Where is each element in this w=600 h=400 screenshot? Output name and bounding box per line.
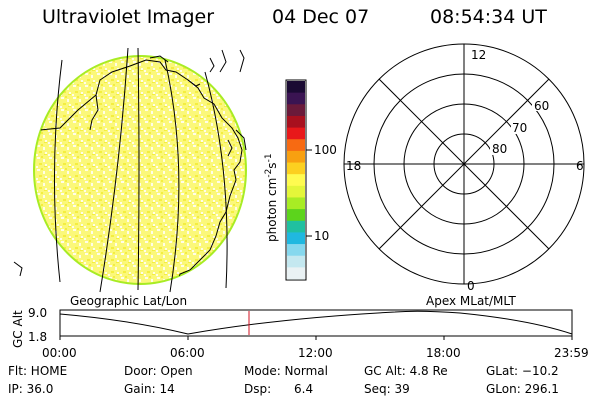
longitude-lines	[53, 47, 228, 293]
mlt-label-18: 18	[346, 159, 361, 173]
altitude-tick-min: 1.8	[28, 330, 48, 344]
mlat-label-80: 80	[492, 142, 507, 156]
colorbar-cell	[287, 244, 305, 257]
time-tick-1800: 18:00	[426, 346, 461, 360]
colorbar-cell	[287, 267, 305, 280]
colorbar-cell	[287, 162, 305, 175]
colorbar-cell	[287, 232, 305, 245]
geographic-caption: Geographic Lat/Lon	[70, 294, 188, 308]
instrument-title: Ultraviolet Imager	[42, 6, 215, 28]
ip-status: IP: 36.0	[8, 382, 54, 396]
gain-status: Gain: 14	[124, 382, 175, 396]
mode-status: Mode: Normal	[244, 364, 328, 378]
dsp-status: Dsp: 6.4	[244, 382, 314, 396]
altitude-tick-max: 9.0	[28, 306, 48, 320]
apex-caption: Apex MLat/MLT	[426, 294, 516, 308]
time-tick-0000: 00:00	[42, 346, 77, 360]
mlt-label-0: 0	[467, 279, 475, 293]
altitude-timeline-plot	[59, 309, 573, 340]
colorbar-cell	[287, 220, 305, 234]
time-tick-0600: 06:00	[170, 346, 205, 360]
date-label: 04 Dec 07	[272, 6, 370, 28]
coastline-outline	[39, 59, 243, 283]
colorbar-tick-100: 100	[314, 143, 337, 157]
colorbar-cell	[287, 139, 305, 152]
time-tick-1200: 12:00	[298, 346, 333, 360]
colorbar-cell	[287, 150, 305, 164]
mlt-label-12: 12	[471, 48, 486, 62]
colorbar-cell	[287, 104, 305, 117]
door-status: Door: Open	[124, 364, 193, 378]
coastline-outline-offdisk	[13, 49, 247, 277]
colorbar-tick-10: 10	[314, 229, 329, 243]
mlat-label-60: 60	[534, 99, 549, 113]
mlat-label-70: 70	[512, 121, 527, 135]
colorbar-cell	[287, 255, 305, 268]
colorbar-cell	[287, 127, 305, 140]
colorbar-cell	[287, 115, 305, 129]
time-tick-2359: 23:59	[554, 346, 589, 360]
colorbar-cell	[287, 81, 305, 94]
altitude-curve	[59, 310, 573, 335]
time-label: 08:54:34 UT	[430, 6, 547, 28]
seq-status: Seq: 39	[364, 382, 410, 396]
earth-disk-image	[33, 55, 247, 285]
polar-mlat-mlt-plot	[343, 43, 585, 285]
colorbar-cell	[287, 92, 305, 105]
gc-alt-status: GC Alt: 4.8 Re	[364, 364, 448, 378]
flight-status: Flt: HOME	[8, 364, 68, 378]
glon-status: GLon: 296.1	[486, 382, 559, 396]
colorbar-cell	[287, 197, 305, 210]
mlt-label-6: 6	[576, 159, 584, 173]
colorbar-cell	[287, 209, 305, 222]
colorbar-cell	[287, 185, 305, 199]
glat-status: GLat: −10.2	[486, 364, 559, 378]
color-scale-bar: 100 10 photon cm-2s-1	[264, 79, 337, 281]
colorbar-cell	[287, 174, 305, 187]
altitude-axis-label: GC Alt	[11, 310, 25, 348]
colorbar-unit-label: photon cm-2s-1	[264, 153, 279, 242]
